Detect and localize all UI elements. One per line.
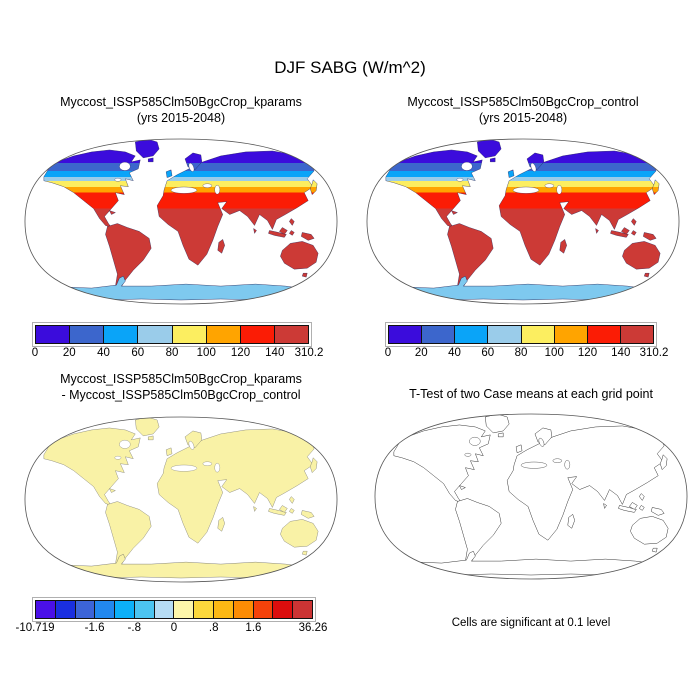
colorbar-tick-label: 0: [170, 622, 178, 634]
colorbar-segment: [213, 601, 233, 618]
panel-title-difference: Myccost_ISSP585Clm50BgcCrop_kparams - My…: [16, 371, 346, 403]
colorbar-tick-label: 0: [31, 347, 39, 359]
colorbar-tick-label: 40: [97, 347, 110, 359]
colorbar-segment: [252, 601, 273, 618]
colorbar-segment: [272, 601, 293, 618]
colorbar-tick-label: .8: [208, 622, 219, 634]
colorbar-tick-label: 0: [384, 347, 392, 359]
colorbar-segment: [205, 326, 240, 343]
colorbar-segment: [454, 326, 488, 343]
colorbar-segment: [586, 326, 620, 343]
colorbar-control-ticks: 0 20 40 60 80 100 120 140 310.2: [384, 347, 669, 361]
colorbar-tick-label: 120: [577, 347, 598, 359]
panel-title-difference-line1: Myccost_ISSP585Clm50BgcCrop_kparams: [60, 372, 302, 386]
panel-title-ttest: T-Test of two Case means at each grid po…: [409, 387, 653, 401]
panel-title-kparams-line2: (yrs 2015-2048): [136, 111, 226, 125]
colorbar-segment: [619, 326, 653, 343]
map-ttest: [372, 404, 690, 588]
colorbar-segment: [389, 326, 422, 343]
colorbar-tick-label: 100: [196, 347, 216, 359]
colorbar-segment: [171, 326, 206, 343]
colorbar-difference: [32, 597, 316, 622]
colorbar-tick-label: 36.26: [298, 622, 328, 634]
colorbar-segment: [239, 326, 274, 343]
colorbar-segment: [137, 326, 172, 343]
colorbar-tick-label: 140: [265, 347, 285, 359]
colorbar-segment: [173, 601, 194, 618]
panel-title-control-line1: Myccost_ISSP585Clm50BgcCrop_control: [407, 95, 639, 109]
colorbar-segment: [74, 601, 95, 618]
colorbar-tick-label: 40: [448, 347, 461, 359]
colorbar-segment: [421, 326, 455, 343]
colorbar-tick-label: 20: [414, 347, 428, 359]
colorbar-tick-label: 140: [611, 347, 631, 359]
colorbar-segment: [133, 601, 154, 618]
colorbar-segment: [103, 326, 138, 343]
colorbar-tick-label: 60: [481, 347, 495, 359]
colorbar-kparams: [32, 322, 312, 347]
significance-caption: Cells are significant at 0.1 level: [451, 617, 611, 629]
map-difference: [22, 407, 340, 591]
map-control: [364, 129, 682, 313]
colorbar-segment: [114, 601, 134, 618]
colorbar-segment: [94, 601, 115, 618]
colorbar-tick-label: 20: [62, 347, 76, 359]
panel-title-control: Myccost_ISSP585Clm50BgcCrop_control (yrs…: [358, 94, 688, 126]
colorbar-kparams-ticks: 0 20 40 60 80 100 120 140 310.2: [31, 347, 324, 361]
colorbar-segment: [36, 601, 55, 618]
colorbar-segment: [553, 326, 587, 343]
colorbar-segment: [193, 601, 214, 618]
colorbar-segment: [153, 601, 174, 618]
colorbar-tick-label: -.8: [127, 622, 141, 634]
colorbar-tick-label: 310.2: [639, 347, 669, 359]
panel-title-control-line2: (yrs 2015-2048): [478, 111, 568, 125]
colorbar-segment: [520, 326, 554, 343]
colorbar-tick-label: 80: [165, 347, 179, 359]
colorbar-segment: [232, 601, 253, 618]
colorbar-tick-label: -10.719: [15, 622, 55, 634]
colorbar-segment: [54, 601, 75, 618]
colorbar-tick-label: -1.6: [84, 622, 105, 634]
colorbar-control: [385, 322, 657, 347]
colorbar-segment: [69, 326, 104, 343]
colorbar-difference-ticks: -10.719 -1.6 -.8 0 .8 1.6 36.26: [15, 622, 327, 636]
colorbar-tick-label: 60: [131, 347, 145, 359]
colorbar-segment: [487, 326, 521, 343]
map-kparams: [22, 129, 340, 313]
colorbar-segment: [273, 326, 308, 343]
colorbar-segment: [292, 601, 312, 618]
colorbar-tick-label: 80: [514, 347, 528, 359]
colorbar-tick-label: 1.6: [245, 622, 262, 634]
colorbar-tick-label: 120: [230, 347, 251, 359]
colorbar-tick-label: 310.2: [294, 347, 324, 359]
colorbar-segment: [36, 326, 70, 343]
panel-title-difference-line2: - Myccost_ISSP585Clm50BgcCrop_control: [61, 388, 301, 402]
panel-title-kparams-line1: Myccost_ISSP585Clm50BgcCrop_kparams: [60, 95, 302, 109]
colorbar-tick-label: 100: [544, 347, 564, 359]
panel-title-kparams: Myccost_ISSP585Clm50BgcCrop_kparams (yrs…: [16, 94, 346, 126]
figure-title: DJF SABG (W/m^2): [274, 58, 426, 77]
